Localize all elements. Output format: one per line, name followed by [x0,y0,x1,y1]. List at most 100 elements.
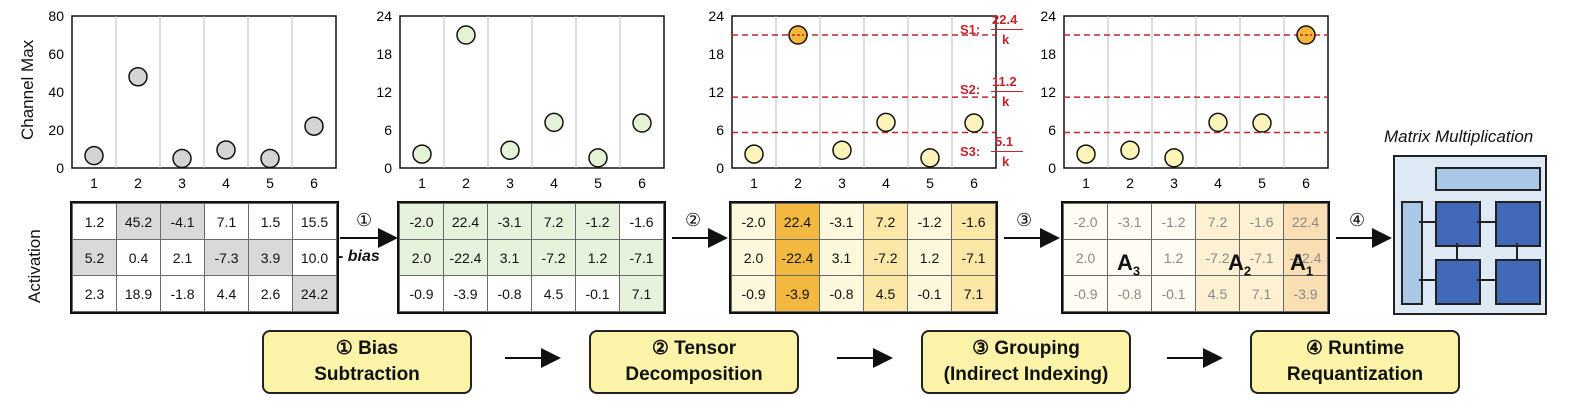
matrix-cell: 2.1 [160,239,205,276]
y-tick-label: 0 [716,160,724,176]
matrix-cell: 7.1 [204,203,249,240]
y-tick-label: 24 [376,8,392,24]
data-point [1076,144,1096,164]
matrix-row: -0.9 -3.9 -0.8 4.5 -0.1 7.1 [731,275,996,312]
data-point [544,112,564,133]
y-tick-label: 80 [48,8,64,24]
matmul-block-2 [1495,201,1541,247]
data-point [304,116,324,136]
matrix-cell: -22.4 [443,239,488,276]
matrix-cell: 4.5 [531,275,576,312]
x-tick-label: 5 [594,175,602,191]
step-grouping: ③ Grouping (Indirect Indexing) [921,330,1131,394]
matrix-row: -2.0 22.4 -3.1 7.2 -1.2 -1.6 [399,203,664,240]
matrix-cell: 3.9 [248,239,293,276]
matrix-cell: -4.1 [160,203,205,240]
matrix-cell: 2.0 [731,239,776,276]
x-tick-label: 3 [1170,175,1178,191]
matmul-left-bar [1401,201,1423,305]
data-point [744,144,764,164]
y-tick-label: 40 [48,84,64,100]
matrix-cell: -0.1 [575,275,620,312]
matrix-cell [1107,239,1152,276]
data-point [84,145,104,166]
matrix-cell: 22.4 [775,203,820,240]
matrix-cell: -0.8 [1107,275,1152,312]
x-tick-label: 3 [838,175,846,191]
matrix-cell: 22.4 [443,203,488,240]
data-point [964,113,984,133]
matmul-block-3 [1435,259,1481,305]
matrix-cell: 7.2 [531,203,576,240]
data-point [1164,148,1184,168]
matrix-cell: 10.0 [292,239,337,276]
chart-channel-max-1: 0 20 40 60 80 1 2 3 4 5 6 [48,8,337,191]
x-tick-label: 1 [750,175,758,191]
matrix-cell: -3.1 [487,203,532,240]
arrow-label-3: ③ [1016,210,1033,230]
y-tick-label: 12 [708,84,724,100]
matrix-cell: 18.9 [116,275,161,312]
matrix-cell: -1.2 [575,203,620,240]
matrix-cell: 15.5 [292,203,337,240]
matrix-cell: -7.2 [531,239,576,276]
matrix-cell: -7.1 [951,239,996,276]
y-tick-label: 6 [384,122,392,138]
matrix-cell: -0.1 [907,275,952,312]
activation-matrix-decomposed: -2.0 22.4 -3.1 7.2 -1.2 -1.6 2.0 -22.4 3.1 -7.2 1.… [729,201,998,314]
x-tick-label: 5 [266,175,274,191]
data-point [632,113,652,133]
matrix-row: -0.9 -0.8 -0.1 4.5 7.1 -3.9 [1063,275,1328,312]
y-tick-label: 0 [56,160,64,176]
matrix-cell: -22.4 [775,239,820,276]
x-tick-label: 6 [1302,175,1310,191]
x-tick-label: 3 [506,175,514,191]
matrix-cell: 5.2 [72,239,117,276]
bias-label: - bias [338,248,380,265]
x-tick-label: 5 [1258,175,1266,191]
data-point [920,148,940,168]
matrix-cell: 0.4 [116,239,161,276]
matrix-row: 2.3 18.9 -1.8 4.4 2.6 24.2 [72,275,337,312]
matrix-cell: 1.2 [1151,239,1196,276]
data-point [260,148,280,169]
x-tick-label: 6 [310,175,318,191]
x-tick-label: 2 [1126,175,1134,191]
y-tick-label: 0 [384,160,392,176]
matrix-row: -0.9 -3.9 -0.8 4.5 -0.1 7.1 [399,275,664,312]
x-tick-label: 5 [926,175,934,191]
x-tick-label: 4 [1214,175,1222,191]
y-tick-label: 0 [1048,160,1056,176]
y-tick-label: 20 [48,122,64,138]
data-point [588,148,608,168]
matrix-cell: -1.6 [1239,203,1284,240]
y-tick-label: 6 [716,122,724,138]
matrix-cell: -0.9 [1063,275,1108,312]
data-point [172,148,192,169]
arrow-label-2: ② [685,210,702,230]
matrix-cell: -22.4 [1283,239,1328,276]
y-tick-label: 6 [1048,122,1056,138]
data-point [412,144,432,164]
matrix-cell: -1.6 [951,203,996,240]
x-tick-label: 2 [794,175,802,191]
matrix-cell: -1.8 [160,275,205,312]
matmul-title: Matrix Multiplication [1384,127,1534,146]
x-tick-label: 3 [178,175,186,191]
y-tick-label: 12 [1040,84,1056,100]
matrix-cell: 4.5 [863,275,908,312]
matrix-row: 5.2 0.4 2.1 -7.3 3.9 10.0 [72,239,337,276]
y-tick-label: 18 [376,46,392,62]
matrix-cell: 2.0 [399,239,444,276]
matrix-cell: -1.6 [619,203,664,240]
data-point [456,25,476,45]
matrix-row: -2.0 22.4 -3.1 7.2 -1.2 -1.6 [731,203,996,240]
matmul-block-4 [1495,259,1541,305]
matmul-top-bar [1435,167,1541,191]
group-label-a2: A2 [1228,250,1252,279]
data-point [1120,140,1140,161]
activation-matrix-bias-subtracted: -2.0 22.4 -3.1 7.2 -1.2 -1.6 2.0 -22.4 3.1 -7.2 1.… [397,201,666,314]
matrix-row: 1.2 45.2 -4.1 7.1 1.5 15.5 [72,203,337,240]
